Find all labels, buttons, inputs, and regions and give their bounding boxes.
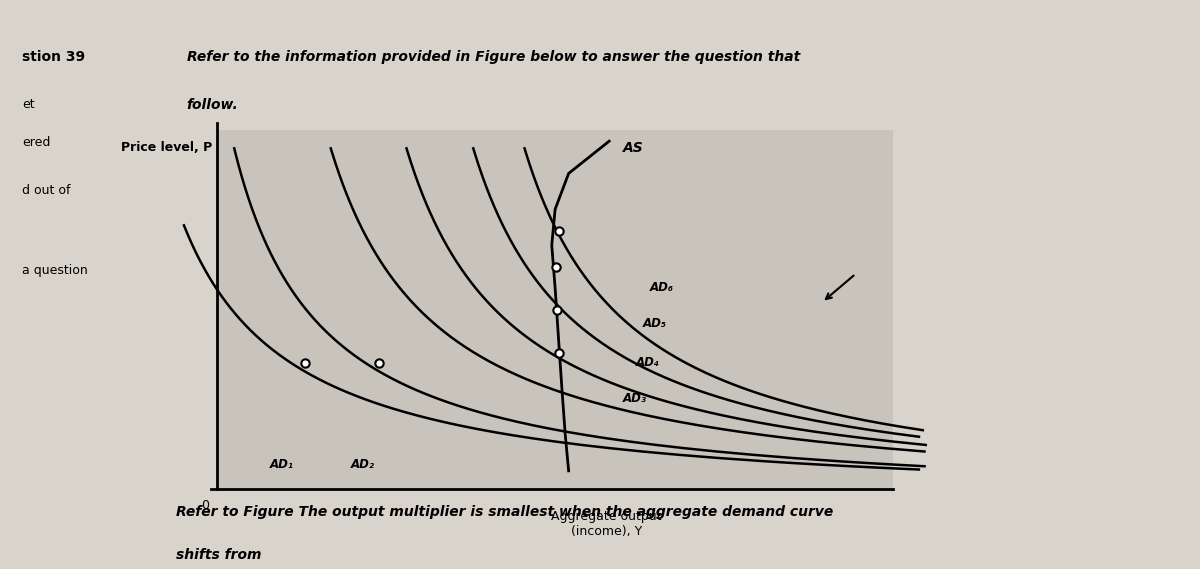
Text: AD₅: AD₅ (643, 317, 667, 330)
Text: follow.: follow. (187, 98, 239, 112)
Text: AD₃: AD₃ (623, 392, 647, 405)
Text: et: et (23, 98, 35, 112)
Text: AD₆: AD₆ (649, 281, 673, 294)
Text: a question: a question (23, 264, 89, 277)
Text: 0: 0 (202, 500, 209, 513)
Text: AD₂: AD₂ (350, 458, 374, 471)
Text: ered: ered (23, 136, 50, 149)
Text: d out of: d out of (23, 184, 71, 197)
Text: Price level, P: Price level, P (121, 141, 212, 154)
Text: Aggregate output
(income), Y: Aggregate output (income), Y (551, 510, 661, 538)
Text: AD₁: AD₁ (270, 458, 294, 471)
Text: AD₄: AD₄ (636, 356, 660, 369)
Text: Refer to the information provided in Figure below to answer the question that: Refer to the information provided in Fig… (187, 50, 800, 64)
Text: shifts from: shifts from (176, 547, 262, 562)
Bar (217, 130, 893, 489)
Text: AS: AS (623, 141, 643, 155)
Text: stion 39: stion 39 (23, 50, 85, 64)
Text: Refer to Figure The output multiplier is smallest when the aggregate demand curv: Refer to Figure The output multiplier is… (176, 505, 834, 519)
